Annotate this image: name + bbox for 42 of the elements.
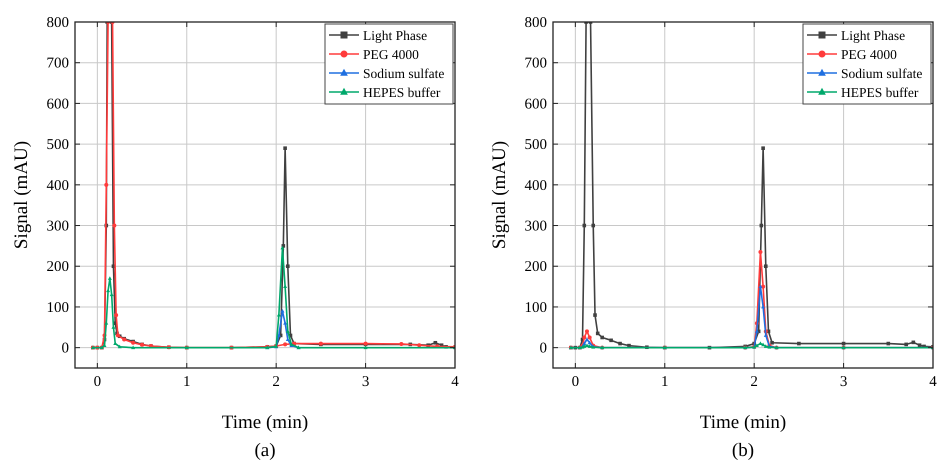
y-tick-label: 0 (540, 340, 547, 357)
y-tick-label: 400 (46, 178, 69, 194)
legend-label: Light Phase (363, 28, 428, 43)
legend-label: HEPES buffer (363, 85, 441, 100)
y-tick-label: 800 (524, 15, 547, 31)
y-tick-label: 500 (524, 137, 547, 154)
x-tick-label: 3 (362, 374, 370, 390)
x-tick-label: 2 (750, 374, 758, 390)
y-axis-title: Signal (mAU) (11, 140, 32, 250)
y-tick-label: 100 (524, 300, 547, 316)
x-axis-title: Time (min) (222, 412, 308, 433)
text: (b) (732, 440, 754, 461)
legend-label: Sodium sulfate (841, 66, 922, 81)
x-tick-label: 4 (929, 374, 938, 390)
x-tick-label: 0 (572, 374, 580, 390)
legend-label: HEPES buffer (841, 85, 919, 100)
y-tick-label: 100 (46, 300, 69, 316)
y-tick-label: 800 (46, 15, 69, 31)
x-tick-label: 4 (451, 374, 460, 390)
y-tick-label: 600 (46, 96, 69, 112)
y-tick-label: 600 (524, 96, 547, 112)
text: (a) (254, 440, 276, 461)
legend-label: Light Phase (841, 28, 906, 43)
y-tick-label: 200 (46, 259, 69, 276)
legend-label: Sodium sulfate (363, 66, 444, 81)
x-axis-title: Time (min) (700, 412, 786, 433)
y-tick-label: 300 (46, 218, 69, 235)
legend-label: PEG 4000 (841, 47, 898, 62)
y-tick-label: 400 (524, 178, 547, 194)
y-tick-label: 500 (46, 137, 69, 154)
x-tick-label: 3 (840, 374, 848, 390)
y-tick-label: 200 (524, 259, 547, 276)
x-tick-label: 1 (183, 374, 191, 390)
y-tick-label: 700 (46, 56, 69, 72)
x-tick-label: 2 (272, 374, 280, 390)
x-tick-label: 0 (94, 374, 102, 390)
x-tick-label: 1 (661, 374, 669, 390)
y-tick-label: 300 (524, 218, 547, 235)
y-tick-label: 0 (62, 340, 69, 357)
y-tick-label: 700 (524, 56, 547, 72)
legend-label: PEG 4000 (363, 47, 420, 62)
y-axis-title: Signal (mAU) (489, 140, 510, 250)
